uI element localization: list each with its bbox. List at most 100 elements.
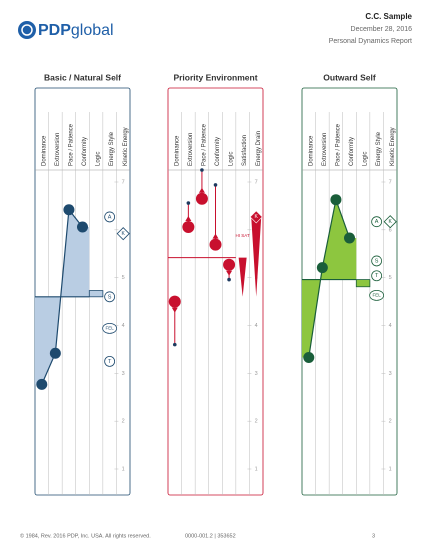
scale-label: 7 xyxy=(255,179,258,185)
scale-label: 6 xyxy=(389,227,392,233)
energy-label: S xyxy=(375,258,379,264)
trait-label: Extroversion xyxy=(188,133,194,166)
scale-label: 5 xyxy=(389,275,392,281)
energy-label: FEL xyxy=(106,326,115,331)
profile-line xyxy=(41,208,83,385)
trait-dot xyxy=(36,378,48,390)
trait-label: Dominance xyxy=(174,135,180,166)
shift-arrow xyxy=(212,233,219,239)
client-name: C.C. Sample xyxy=(365,12,412,21)
shift-arrow xyxy=(226,270,233,276)
trait-label: Dominance xyxy=(308,135,314,166)
energy-marker xyxy=(369,289,385,301)
scale-label: 1 xyxy=(122,466,125,472)
trait-label: Conformity xyxy=(215,137,221,166)
scale-label: 2 xyxy=(122,419,125,425)
trait-dot xyxy=(344,232,355,244)
trait-label: Energy Style xyxy=(376,131,382,166)
trait-dot xyxy=(195,192,208,205)
trait-label: Kinetic Energy xyxy=(123,127,129,166)
trait-label: Logic xyxy=(96,152,102,166)
energy-marker xyxy=(104,291,116,303)
logo-text: PDPglobal xyxy=(38,22,114,39)
scale-label: 2 xyxy=(389,419,392,425)
energy-marker xyxy=(104,355,116,367)
scale-label: 7 xyxy=(122,179,125,185)
energy-marker xyxy=(104,211,116,223)
trait-label: Extroversion xyxy=(322,133,328,166)
scale-label: 2 xyxy=(255,419,258,425)
logo-icon-ring xyxy=(21,24,33,36)
profile-line xyxy=(308,197,351,358)
trait-label: Satisfaction xyxy=(242,135,248,166)
trait-label: Pace / Patience xyxy=(69,123,75,166)
report-title: Personal Dynamics Report xyxy=(329,38,412,45)
trait-label: Energy Style xyxy=(109,131,115,166)
trait-dot xyxy=(209,238,222,251)
copyright: © 1984, Rev. 2016 PDP, Inc. USA. All rig… xyxy=(20,532,151,539)
shift-end xyxy=(186,201,191,205)
trait-label: Dominance xyxy=(41,135,47,166)
profile-area xyxy=(35,209,90,385)
scale-label: 1 xyxy=(255,466,258,472)
panel-frame xyxy=(167,87,264,496)
report-date: December 28, 2016 xyxy=(351,26,413,33)
trait-label: Energy Drain xyxy=(256,131,262,166)
drain-label: K xyxy=(255,214,259,220)
shift-end xyxy=(200,168,204,172)
trait-dot xyxy=(182,220,195,233)
kinetic-label: K xyxy=(389,219,393,225)
shift-arrow xyxy=(198,187,205,193)
kinetic-label: K xyxy=(122,231,126,237)
trait-dot xyxy=(168,295,181,308)
energy-label: S xyxy=(108,294,112,300)
scale-label: 7 xyxy=(389,179,392,185)
satisfaction-label: HI SAT xyxy=(236,233,250,238)
panel-frame xyxy=(34,87,131,496)
energy-label: FEL xyxy=(373,293,382,298)
profile-area xyxy=(302,199,357,358)
scale-label: 1 xyxy=(389,466,392,472)
trait-label: Pace / Patience xyxy=(202,123,208,166)
logo: PDPglobal xyxy=(18,21,114,39)
panel-title: Priority Environment xyxy=(173,72,257,82)
logo-light: global xyxy=(71,22,114,39)
trait-dot xyxy=(303,352,315,364)
scale-label: 4 xyxy=(255,323,258,329)
logo-icon xyxy=(18,21,36,39)
energy-label: A xyxy=(108,214,112,220)
drain-marker xyxy=(249,210,263,224)
kinetic-marker xyxy=(116,227,130,241)
page-number: 3 xyxy=(372,533,375,539)
shift-arrow xyxy=(171,307,178,313)
scale-label: 5 xyxy=(122,275,125,281)
shift-end xyxy=(227,277,231,282)
energy-marker xyxy=(102,322,118,334)
trait-dot xyxy=(49,347,61,359)
energy-marker xyxy=(371,255,383,267)
trait-dot xyxy=(223,258,236,271)
trait-label: Extroversion xyxy=(55,133,61,166)
trait-dot xyxy=(77,221,88,233)
scale-label: 3 xyxy=(389,371,392,377)
scale-label: 4 xyxy=(389,323,392,329)
energy-label: T xyxy=(375,273,379,279)
trait-label: Conformity xyxy=(82,137,88,166)
shift-end xyxy=(213,183,218,187)
energy-label: A xyxy=(375,219,379,225)
trait-dot xyxy=(330,194,342,206)
panel-title: Outward Self xyxy=(323,72,376,82)
shift-arrow xyxy=(185,215,192,221)
trait-label: Logic xyxy=(229,152,235,166)
trait-dot xyxy=(63,204,75,216)
drain-wedge xyxy=(251,216,262,297)
scale-label: 3 xyxy=(122,371,125,377)
trait-dot xyxy=(316,262,328,274)
energy-marker xyxy=(371,270,383,282)
doc-code: 0000-001.2 | 353652 xyxy=(185,533,236,539)
trait-label: Logic xyxy=(363,152,369,166)
logic-bar xyxy=(355,279,371,288)
logic-bar xyxy=(88,290,104,298)
panel-title: Basic / Natural Self xyxy=(44,72,121,82)
logo-bold: PDP xyxy=(38,22,71,39)
